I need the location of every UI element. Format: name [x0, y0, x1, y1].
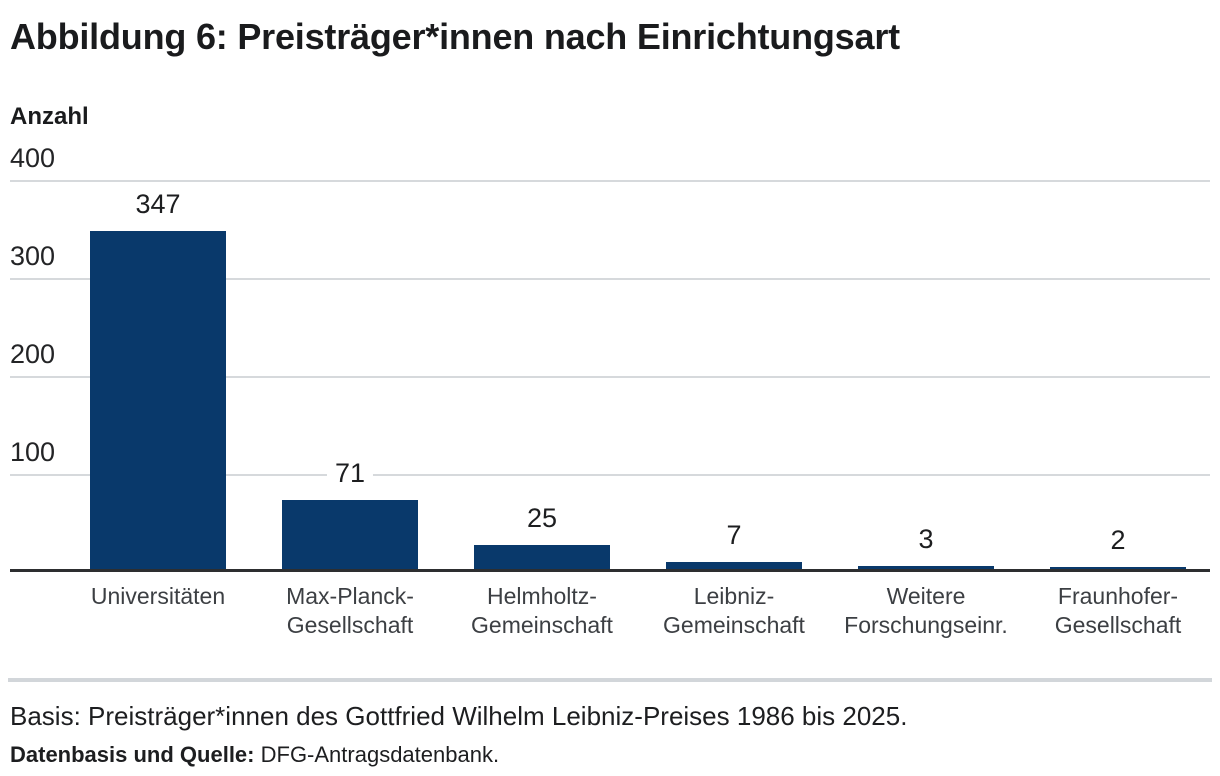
footnote-source: Datenbasis und Quelle: DFG-Antragsdatenb…: [10, 741, 499, 769]
bar-value-label: 7: [718, 520, 750, 550]
bar: [858, 566, 994, 569]
bar: [90, 231, 226, 569]
x-axis-labels: Universitäten Max-Planck- Gesellschaft Hel…: [10, 582, 1210, 642]
x-axis-label: Max-Planck- Gesellschaft: [286, 583, 414, 638]
gridline: [10, 278, 1210, 280]
x-axis-label: Helmholtz- Gemeinschaft: [471, 583, 613, 638]
plot-area: 100 200 300 400 347 71 25 7 3 2: [10, 143, 1210, 572]
bar-value-label: 347: [127, 189, 189, 219]
bar-value-label: 25: [518, 503, 566, 533]
footnote-basis: Basis: Preisträger*innen des Gottfried W…: [10, 701, 908, 731]
bar: [282, 500, 418, 569]
bar-value-label: 2: [1102, 525, 1134, 555]
y-axis-title: Anzahl: [10, 103, 89, 130]
y-tick-label: 400: [10, 143, 56, 173]
y-tick-label: 100: [10, 437, 56, 467]
gridline: [10, 180, 1210, 182]
y-tick-label: 200: [10, 339, 56, 369]
x-axis-line: [10, 569, 1210, 572]
chart-title: Abbildung 6: Preisträger*innen nach Einr…: [10, 16, 900, 57]
gridline: [10, 474, 1210, 476]
bar-value-label: 3: [910, 524, 942, 554]
bar: [666, 562, 802, 569]
bar: [1050, 567, 1186, 569]
footer-divider: [8, 678, 1212, 682]
bar-value-label: 71: [326, 458, 374, 488]
gridline: [10, 376, 1210, 378]
x-axis-label: Weitere Forschungseinr.: [844, 583, 1008, 638]
x-axis-label: Universitäten: [90, 583, 226, 609]
x-axis-label: Fraunhofer- Gesellschaft: [1054, 583, 1182, 638]
footnote-source-label: Datenbasis und Quelle:: [10, 742, 255, 767]
bar: [474, 545, 610, 569]
y-tick-label: 300: [10, 241, 56, 271]
footnote-source-value: DFG-Antragsdatenbank.: [254, 742, 500, 767]
x-axis-label: Leibniz- Gemeinschaft: [663, 583, 805, 638]
